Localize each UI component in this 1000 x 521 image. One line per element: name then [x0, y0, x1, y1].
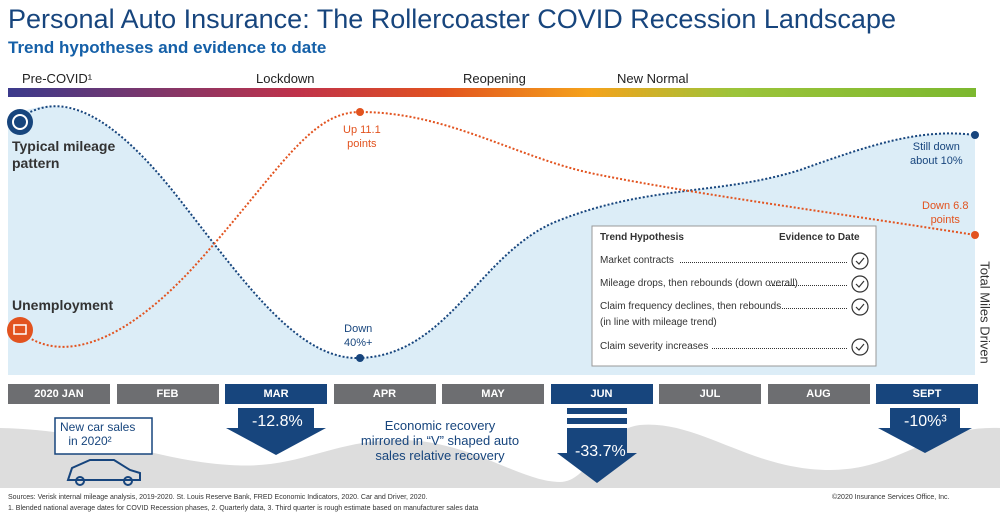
- unemployment-label: Unemployment: [12, 297, 114, 313]
- sources: Sources: Verisk internal mileage analysi…: [8, 494, 428, 501]
- phase-label: New Normal: [617, 71, 689, 86]
- table-row: Mileage drops, then rebounds (down overa…: [600, 278, 798, 289]
- leader: [770, 285, 847, 286]
- annotation: Down 40%+: [344, 323, 373, 349]
- arrow-sept: [878, 408, 972, 453]
- notes: 1. Blended national average dates for CO…: [8, 505, 479, 512]
- sales-label: New car sales in 2020²: [60, 420, 136, 448]
- copyright: ©2020 Insurance Services Office, Inc.: [832, 494, 950, 501]
- month-label: JUL: [659, 384, 761, 404]
- month-label: AUG: [767, 384, 870, 404]
- unemployment-curve: [24, 110, 976, 348]
- axis-label: Total Miles Driven: [977, 261, 993, 364]
- subtitle: Trend hypotheses and evidence to date: [8, 38, 327, 57]
- table-row: (in line with mileage trend): [600, 317, 717, 328]
- mileage-label: Typical mileage pattern: [12, 138, 116, 171]
- job-icon: [13, 324, 27, 335]
- phase-label: Lockdown: [256, 71, 315, 86]
- month-label: JUN: [550, 384, 653, 404]
- phase-label: Reopening: [463, 71, 526, 86]
- table-row: Claim severity increases: [600, 341, 709, 352]
- leader: [680, 262, 847, 263]
- car-icon: [54, 417, 153, 486]
- sales-value: -10%³: [904, 413, 947, 430]
- title: Personal Auto Insurance: The Rollercoast…: [8, 4, 896, 34]
- arrow-mar: [226, 408, 326, 455]
- mileage-curve: [19, 105, 976, 360]
- phase-label: Pre-COVID¹: [22, 71, 93, 86]
- month-label: APR: [333, 384, 436, 404]
- point: [971, 231, 979, 239]
- table-header: Trend Hypothesis: [600, 232, 684, 243]
- month-label: MAR: [225, 384, 327, 404]
- month-label: MAY: [442, 384, 544, 404]
- annotation: Down 6.8 points: [922, 200, 969, 226]
- point: [356, 354, 364, 362]
- sales-value: -33.7%: [575, 443, 626, 460]
- point: [971, 131, 979, 139]
- table-box: [591, 225, 877, 367]
- annotation: Still down about 10%: [910, 141, 963, 167]
- annotation: Up 11.1 points: [343, 124, 381, 150]
- table-row: Market contracts: [600, 255, 674, 266]
- table-header: Evidence to Date: [779, 232, 860, 243]
- leader: [712, 348, 847, 349]
- tire-icon: [7, 109, 33, 135]
- sales-value: -12.8%: [252, 413, 303, 430]
- arrow-jun: [557, 408, 637, 483]
- table-row: Claim frequency declines, then rebounds: [600, 301, 782, 312]
- point: [356, 108, 364, 116]
- recovery-note: Economic recovery mirrored in “V” shaped …: [360, 418, 520, 463]
- month-label: 2020 JAN: [8, 384, 110, 404]
- sales-hill: [0, 424, 1000, 488]
- leader: [782, 308, 847, 309]
- job-icon: [7, 317, 33, 343]
- phase-bar: [8, 88, 976, 97]
- month-label: SEPT: [876, 384, 978, 404]
- tire-icon: [12, 114, 28, 130]
- check-icons: [851, 252, 869, 356]
- month-label: FEB: [116, 384, 219, 404]
